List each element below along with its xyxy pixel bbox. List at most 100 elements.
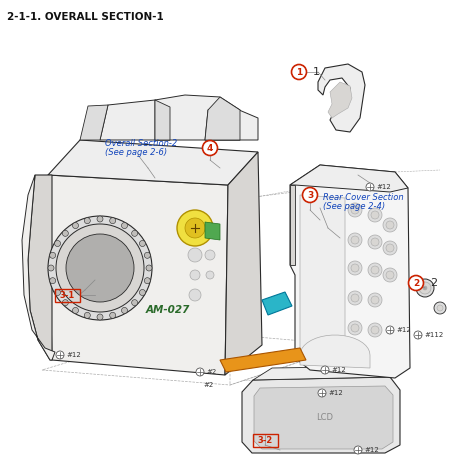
Polygon shape	[100, 100, 170, 140]
Circle shape	[348, 291, 362, 305]
Circle shape	[190, 270, 200, 280]
Circle shape	[351, 324, 359, 332]
Circle shape	[383, 268, 397, 282]
Polygon shape	[328, 82, 352, 118]
Circle shape	[351, 236, 359, 244]
Circle shape	[144, 252, 150, 258]
Circle shape	[121, 307, 127, 313]
Circle shape	[348, 233, 362, 247]
Polygon shape	[300, 195, 345, 360]
Circle shape	[189, 289, 201, 301]
Circle shape	[368, 323, 382, 337]
Circle shape	[56, 351, 64, 359]
Circle shape	[188, 248, 202, 262]
Text: Rear Cover Section: Rear Cover Section	[323, 193, 403, 202]
Polygon shape	[318, 64, 365, 132]
Circle shape	[386, 221, 394, 229]
Polygon shape	[48, 140, 258, 185]
Circle shape	[348, 261, 362, 275]
Circle shape	[56, 224, 144, 312]
Circle shape	[371, 211, 379, 219]
Polygon shape	[253, 366, 408, 380]
Polygon shape	[205, 97, 240, 140]
Circle shape	[318, 389, 326, 397]
Text: #12: #12	[364, 447, 379, 453]
Circle shape	[383, 218, 397, 232]
Polygon shape	[100, 342, 250, 368]
Polygon shape	[290, 165, 410, 378]
Text: LCD: LCD	[316, 414, 333, 422]
Circle shape	[386, 326, 394, 334]
Text: AM-027: AM-027	[146, 305, 190, 315]
Polygon shape	[155, 95, 240, 140]
Polygon shape	[48, 175, 228, 375]
Circle shape	[139, 289, 146, 295]
Circle shape	[205, 250, 215, 260]
Circle shape	[84, 218, 90, 224]
Polygon shape	[98, 205, 240, 368]
Text: #2: #2	[203, 382, 213, 388]
Circle shape	[121, 223, 127, 229]
Text: 3: 3	[307, 191, 313, 200]
Text: 2: 2	[430, 278, 437, 288]
Polygon shape	[290, 165, 408, 192]
Circle shape	[97, 314, 103, 320]
Polygon shape	[155, 100, 170, 140]
Circle shape	[371, 266, 379, 274]
Circle shape	[62, 230, 68, 236]
Circle shape	[109, 312, 116, 318]
Circle shape	[72, 307, 78, 313]
Circle shape	[109, 218, 116, 224]
Text: 1: 1	[313, 67, 320, 77]
Circle shape	[49, 252, 56, 258]
Circle shape	[383, 241, 397, 255]
Circle shape	[202, 141, 218, 156]
Circle shape	[291, 65, 306, 80]
Text: 3-1: 3-1	[60, 291, 75, 300]
Circle shape	[416, 279, 434, 297]
Circle shape	[177, 210, 213, 246]
Circle shape	[144, 278, 150, 284]
Text: 4: 4	[207, 144, 213, 153]
Circle shape	[368, 293, 382, 307]
Circle shape	[302, 187, 317, 202]
Circle shape	[368, 263, 382, 277]
Text: (See page 2-6): (See page 2-6)	[105, 148, 167, 157]
Text: (See page 2-4): (See page 2-4)	[323, 202, 385, 211]
Circle shape	[55, 240, 60, 246]
Polygon shape	[22, 175, 55, 360]
Polygon shape	[225, 152, 262, 375]
Circle shape	[368, 235, 382, 249]
Circle shape	[196, 368, 204, 376]
Text: 1: 1	[296, 68, 302, 77]
Circle shape	[368, 208, 382, 222]
Circle shape	[72, 223, 78, 229]
Text: #112: #112	[424, 332, 443, 338]
Circle shape	[84, 312, 90, 318]
Circle shape	[48, 265, 54, 271]
Circle shape	[371, 326, 379, 334]
Circle shape	[351, 206, 359, 214]
Polygon shape	[262, 292, 292, 315]
Circle shape	[371, 296, 379, 304]
Circle shape	[348, 203, 362, 217]
Circle shape	[366, 183, 374, 191]
Polygon shape	[254, 386, 393, 449]
Circle shape	[97, 216, 103, 222]
Circle shape	[348, 321, 362, 335]
Polygon shape	[80, 105, 108, 140]
Polygon shape	[220, 348, 306, 372]
Text: #12: #12	[328, 390, 343, 396]
Circle shape	[146, 265, 152, 271]
Text: 2: 2	[413, 279, 419, 288]
Text: #2: #2	[206, 369, 216, 375]
Circle shape	[62, 300, 68, 305]
Circle shape	[321, 366, 329, 374]
Text: 2-1-1. OVERALL SECTION-1: 2-1-1. OVERALL SECTION-1	[7, 12, 164, 22]
Text: #12: #12	[376, 184, 391, 190]
Circle shape	[66, 234, 134, 302]
Circle shape	[386, 244, 394, 252]
Polygon shape	[290, 185, 295, 265]
Text: #12: #12	[331, 367, 346, 373]
Circle shape	[423, 286, 427, 290]
